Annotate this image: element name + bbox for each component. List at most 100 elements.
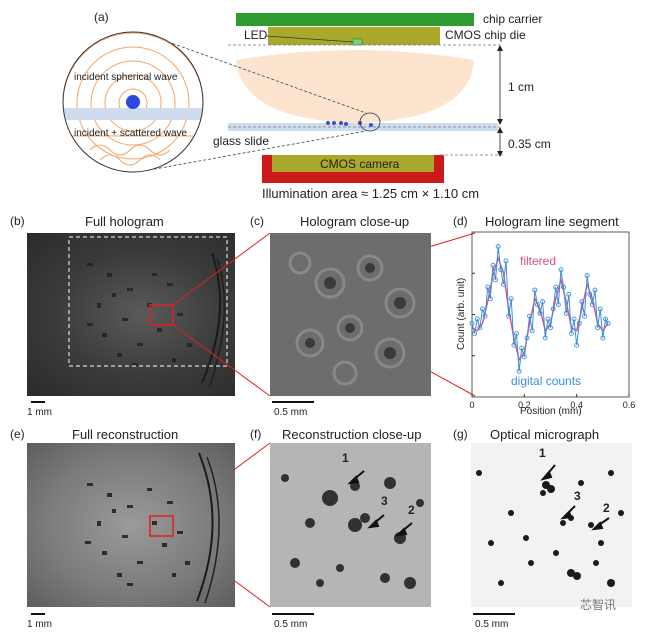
panel-d-title: Hologram line segment — [485, 214, 619, 229]
panel-b-label: (b) — [10, 214, 25, 228]
incident-scattered-label: incident + scattered wave — [74, 128, 188, 139]
data-point — [587, 291, 593, 297]
distance-bottom-label: 0.35 cm — [508, 137, 551, 151]
marker-g-2: 2 — [603, 501, 610, 515]
data-point — [524, 335, 530, 341]
data-point — [534, 302, 540, 307]
panel-f-title: Reconstruction close-up — [282, 427, 422, 442]
x-tick-label: 0.4 — [570, 400, 583, 410]
data-point — [487, 296, 493, 302]
data-point — [548, 325, 553, 331]
data-point — [506, 313, 512, 319]
data-point — [474, 316, 480, 322]
marker-f-3: 3 — [381, 494, 388, 508]
watermark: 芯智讯 — [580, 598, 617, 612]
panel-e-label: (e) — [10, 427, 25, 441]
line-segment-chart: 0 0.2 0.4 0.6 — [469, 231, 636, 410]
scalebar-e — [31, 613, 45, 615]
legend-digital-counts: digital counts — [511, 374, 582, 388]
data-point — [563, 310, 569, 316]
series-line-filtered — [471, 255, 609, 362]
data-point — [595, 325, 601, 331]
full-hologram-image — [27, 233, 235, 396]
data-point — [540, 299, 546, 305]
marker-f-1: 1 — [342, 451, 349, 465]
scale-e-label: 1 mm — [27, 619, 52, 630]
scale-c-label: 0.5 mm — [274, 407, 308, 418]
chip-carrier-label: chip carrier — [483, 12, 543, 26]
cmos-die-label: CMOS chip die — [445, 28, 526, 42]
x-tick-label: 0 — [469, 400, 474, 410]
data-point — [508, 296, 514, 302]
marker-g-3: 3 — [574, 489, 581, 503]
data-point — [490, 262, 496, 268]
panel-g-title: Optical micrograph — [490, 427, 600, 442]
full-reconstruction-image — [27, 443, 235, 607]
panel-e-title: Full reconstruction — [72, 427, 179, 442]
chip-carrier — [236, 13, 474, 26]
data-point — [516, 368, 522, 374]
panel-b-title: Full hologram — [85, 214, 164, 229]
scalebar-c — [272, 401, 314, 403]
data-point — [519, 345, 525, 351]
cmos-chip-die — [268, 27, 440, 45]
data-point — [542, 335, 548, 341]
scale-b-label: 1 mm — [27, 407, 52, 418]
data-point — [482, 313, 488, 319]
data-point — [589, 302, 595, 307]
data-point — [561, 284, 567, 290]
distance-top-label: 1 cm — [508, 80, 535, 94]
panel-f-label: (f) — [250, 427, 262, 441]
data-point — [469, 320, 475, 326]
data-point — [579, 299, 585, 305]
optical-micrograph-image: 1 3 2 — [471, 443, 632, 607]
panel-a-label: (a) — [94, 10, 109, 24]
data-point — [493, 277, 498, 283]
data-point — [597, 306, 603, 312]
panel-a-diagram — [62, 13, 504, 183]
scatter-bead — [126, 95, 140, 109]
data-point — [558, 267, 564, 273]
data-point — [550, 306, 556, 312]
x-tick-label: 0.6 — [623, 400, 636, 410]
data-point — [574, 342, 580, 348]
camera-label: CMOS camera — [320, 157, 400, 171]
data-point — [571, 316, 577, 322]
data-point — [568, 331, 574, 337]
panel-d-label: (d) — [453, 214, 468, 228]
scale-g-label: 0.5 mm — [475, 619, 509, 630]
marker-g-1: 1 — [539, 446, 546, 460]
data-point — [592, 287, 598, 293]
panel-c-title: Hologram close-up — [300, 214, 410, 229]
data-point — [485, 284, 491, 290]
x-tick-label: 0.2 — [518, 400, 531, 410]
marker-f-2: 2 — [408, 503, 415, 517]
glass-slide-label: glass slide — [213, 134, 270, 148]
led-label: LED — [244, 28, 268, 42]
data-point — [553, 284, 559, 290]
data-point — [605, 320, 611, 326]
series-line-digital-counts — [471, 246, 609, 372]
reconstruction-closeup-image: 1 3 2 — [270, 443, 431, 607]
data-point — [545, 316, 551, 322]
scalebar-g — [473, 613, 515, 615]
data-point — [503, 258, 509, 264]
data-point — [602, 316, 608, 322]
data-point — [555, 302, 561, 307]
data-point — [514, 331, 519, 337]
illumination-area-label: Illumination area ≈ 1.25 cm × 1.10 cm — [262, 186, 480, 201]
data-point — [500, 281, 506, 287]
panel-g-label: (g) — [453, 427, 468, 441]
data-point — [477, 325, 483, 331]
scalebar-b — [31, 401, 45, 403]
incident-wave-label: incident spherical wave — [74, 72, 178, 83]
data-point — [498, 267, 504, 273]
data-point — [566, 291, 572, 297]
data-point — [584, 273, 590, 278]
panel-c-label: (c) — [250, 214, 264, 228]
data-point — [472, 331, 478, 337]
chart-xlabel: Position (mm) — [520, 406, 582, 417]
data-point — [529, 328, 535, 334]
chart-ylabel: Count (arb. unit) — [456, 277, 467, 350]
data-point — [527, 313, 533, 319]
